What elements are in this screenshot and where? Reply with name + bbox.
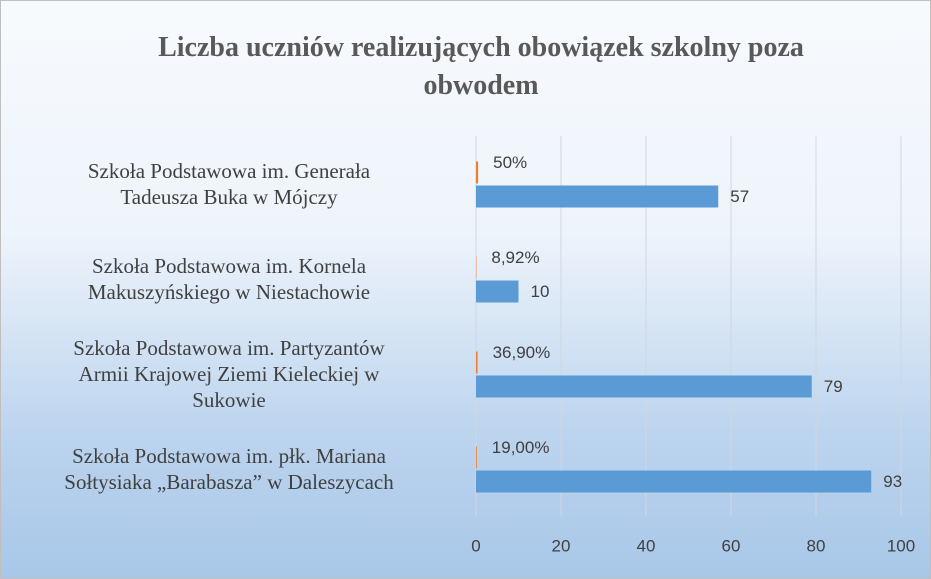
data-label: 79	[824, 377, 843, 396]
x-tick-label: 40	[637, 536, 656, 555]
bar	[476, 351, 478, 374]
x-tick-label: 100	[887, 536, 915, 555]
data-label: 10	[531, 282, 550, 301]
bar	[476, 185, 719, 208]
y-tick-label: Szkoła Podstawowa im. Partyzantów Armii …	[73, 335, 385, 412]
x-tick-label: 80	[807, 536, 826, 555]
x-tick-label: 20	[552, 536, 571, 555]
bar	[476, 470, 872, 493]
data-label: 8,92%	[491, 248, 539, 267]
chart-title: Liczba uczniów realizujących obowiązek s…	[158, 32, 804, 101]
data-label: 93	[883, 472, 902, 491]
bar	[476, 446, 477, 469]
data-label: 57	[730, 187, 749, 206]
x-tick-label: 60	[722, 536, 741, 555]
data-label: 36,90%	[493, 343, 551, 362]
bar	[476, 375, 812, 398]
data-label: 19,00%	[492, 438, 550, 457]
y-tick-label: Szkoła Podstawowa im. płk. Mariana Sołty…	[64, 443, 394, 494]
x-tick-label: 0	[471, 536, 480, 555]
bar	[476, 161, 479, 184]
data-label: 50%	[493, 153, 527, 172]
y-tick-label: Szkoła Podstawowa im. Generała Tadeusza …	[87, 158, 371, 209]
y-tick-label: Szkoła Podstawowa im. Kornela Makuszyńsk…	[87, 253, 371, 304]
bar	[476, 280, 519, 303]
